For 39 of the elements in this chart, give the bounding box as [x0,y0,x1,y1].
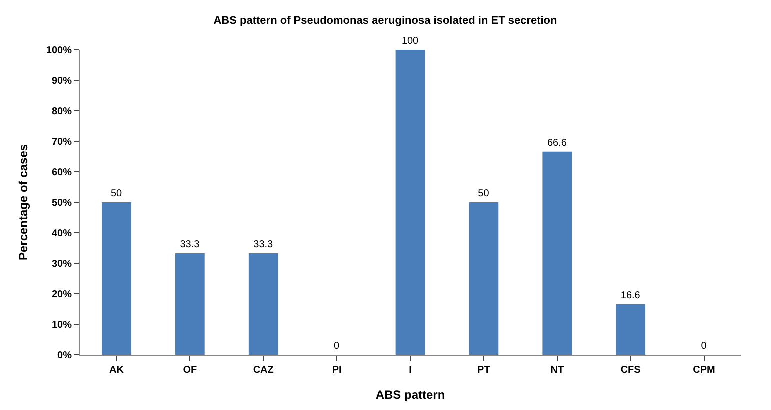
y-tick-label: 100% [46,46,72,56]
y-tick-label: 50% [52,198,72,209]
bar [542,152,572,355]
data-label: 33.3 [254,239,274,250]
bar [396,50,426,355]
y-tick-label: 0% [58,350,72,362]
data-label: 66.6 [547,138,568,149]
chart-title: ABS pattern of Pseudomonas aeruginosa isolated in ET secretion [214,15,558,28]
x-tick-label: PT [478,365,490,376]
data-label: 16.6 [620,290,641,302]
data-label: 50 [110,188,122,200]
x-tick-label: PI [332,365,342,376]
x-tick-label: OF [183,365,198,376]
data-label: 0 [701,341,708,352]
bar [469,202,499,355]
x-axis-title: ABS pattern [376,388,446,402]
data-label: 0 [334,341,340,352]
bar [616,304,646,355]
y-tick-label: 40% [52,228,72,240]
y-tick-label: 20% [52,290,72,300]
y-axis-title: Percentage of cases [16,144,31,261]
y-tick-label: 60% [52,168,72,178]
bar [248,253,278,355]
x-tick-label: I [409,365,412,376]
data-label: 100 [402,36,420,47]
data-label: 50 [478,188,490,200]
x-tick-label: CFS [620,365,642,376]
x-tick-label: NT [550,365,564,376]
x-tick-label: AK [109,365,125,376]
bar [102,202,132,355]
y-tick-label: 80% [52,106,72,118]
x-tick-label: CAZ [253,365,274,376]
x-tick-label: CPM [693,365,716,376]
y-tick-label: 30% [52,259,72,270]
y-tick-label: 90% [52,76,72,87]
y-tick-label: 10% [52,320,72,331]
y-tick-label: 70% [52,137,72,148]
bar [175,253,205,355]
data-label: 33.3 [180,239,200,250]
